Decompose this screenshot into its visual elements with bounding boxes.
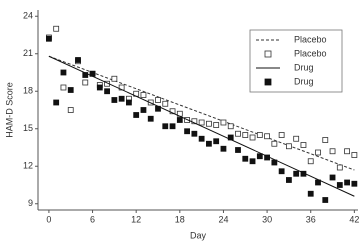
data-point — [67, 107, 74, 113]
data-point — [140, 107, 147, 113]
data-point — [53, 99, 60, 106]
data-point — [315, 179, 321, 186]
data-point — [162, 123, 169, 130]
data-point — [155, 105, 161, 112]
data-point — [307, 190, 314, 197]
data-point — [329, 148, 336, 155]
legend-label: Placebo — [294, 48, 327, 58]
data-point — [220, 145, 227, 152]
data-point — [322, 137, 329, 143]
data-point — [235, 130, 241, 137]
x-tick-label: 24 — [218, 214, 228, 224]
data-point — [198, 135, 205, 142]
data-point — [293, 170, 300, 177]
data-point — [278, 168, 285, 175]
data-point — [147, 115, 154, 122]
data-point — [176, 117, 183, 123]
data-point — [271, 159, 278, 166]
data-point — [60, 84, 67, 91]
x-tick-label: 12 — [131, 214, 141, 224]
y-tick-label: 24 — [23, 11, 33, 21]
data-point — [307, 158, 314, 165]
y-tick-label: 9 — [28, 198, 33, 208]
data-point — [213, 138, 220, 145]
data-point — [329, 174, 336, 181]
data-point — [264, 133, 270, 140]
data-point — [220, 119, 227, 126]
data-point — [242, 132, 249, 138]
data-point — [249, 134, 256, 141]
data-point — [344, 179, 350, 186]
data-point — [227, 134, 234, 141]
data-point — [82, 79, 89, 86]
y-tick-label: 12 — [23, 161, 33, 171]
data-point — [235, 147, 241, 153]
data-point — [96, 84, 103, 91]
data-point — [75, 57, 81, 63]
y-tick-label: 21 — [23, 48, 33, 58]
data-point — [104, 88, 110, 95]
data-point — [322, 197, 329, 203]
data-point — [162, 100, 169, 107]
legend-label: Placebo — [294, 34, 327, 44]
data-point — [293, 135, 300, 142]
data-point — [191, 130, 198, 137]
legend-marker — [264, 78, 272, 86]
data-point — [351, 180, 358, 187]
data-point — [315, 149, 321, 156]
data-point — [336, 182, 343, 188]
x-tick-label: 36 — [306, 214, 316, 224]
y-tick-label: 15 — [23, 123, 33, 133]
data-point — [82, 72, 89, 78]
data-point — [89, 70, 96, 77]
data-point — [256, 153, 263, 160]
legend-label: Drug — [294, 62, 314, 72]
data-point — [271, 140, 278, 147]
x-tick-label: 0 — [46, 214, 51, 224]
data-point — [198, 119, 205, 126]
data-point — [126, 99, 132, 106]
data-point — [256, 132, 263, 138]
data-point — [206, 140, 212, 147]
data-point — [111, 97, 118, 103]
data-point — [67, 87, 74, 93]
data-point — [213, 122, 220, 128]
data-point — [249, 158, 256, 165]
legend-label: Drug — [294, 76, 314, 86]
y-axis-label: HAM-D Score — [4, 82, 14, 138]
data-point — [264, 154, 270, 161]
data-point — [286, 143, 292, 150]
legend-marker — [264, 50, 272, 58]
data-point — [336, 164, 343, 171]
data-point — [133, 112, 140, 118]
trend-line — [48, 55, 355, 171]
data-point — [169, 123, 176, 130]
x-tick-label: 18 — [175, 214, 185, 224]
data-point — [184, 128, 190, 135]
data-point — [227, 123, 234, 130]
data-point — [111, 75, 118, 82]
data-point — [206, 120, 212, 127]
data-point — [118, 95, 125, 102]
data-point — [286, 177, 292, 183]
data-point — [155, 97, 161, 103]
x-axis-label: Day — [190, 230, 207, 240]
data-point — [46, 35, 52, 42]
data-point — [344, 148, 350, 155]
data-point — [351, 152, 358, 158]
data-point — [242, 155, 249, 162]
y-tick-label: 18 — [23, 86, 33, 96]
data-point — [60, 69, 67, 76]
data-point — [140, 92, 147, 98]
x-tick-label: 6 — [90, 214, 95, 224]
x-tick-label: 30 — [262, 214, 272, 224]
x-tick-label: 42 — [349, 214, 359, 224]
data-point — [300, 170, 307, 177]
data-point — [53, 25, 60, 32]
data-point — [278, 132, 285, 138]
data-point — [300, 142, 307, 148]
